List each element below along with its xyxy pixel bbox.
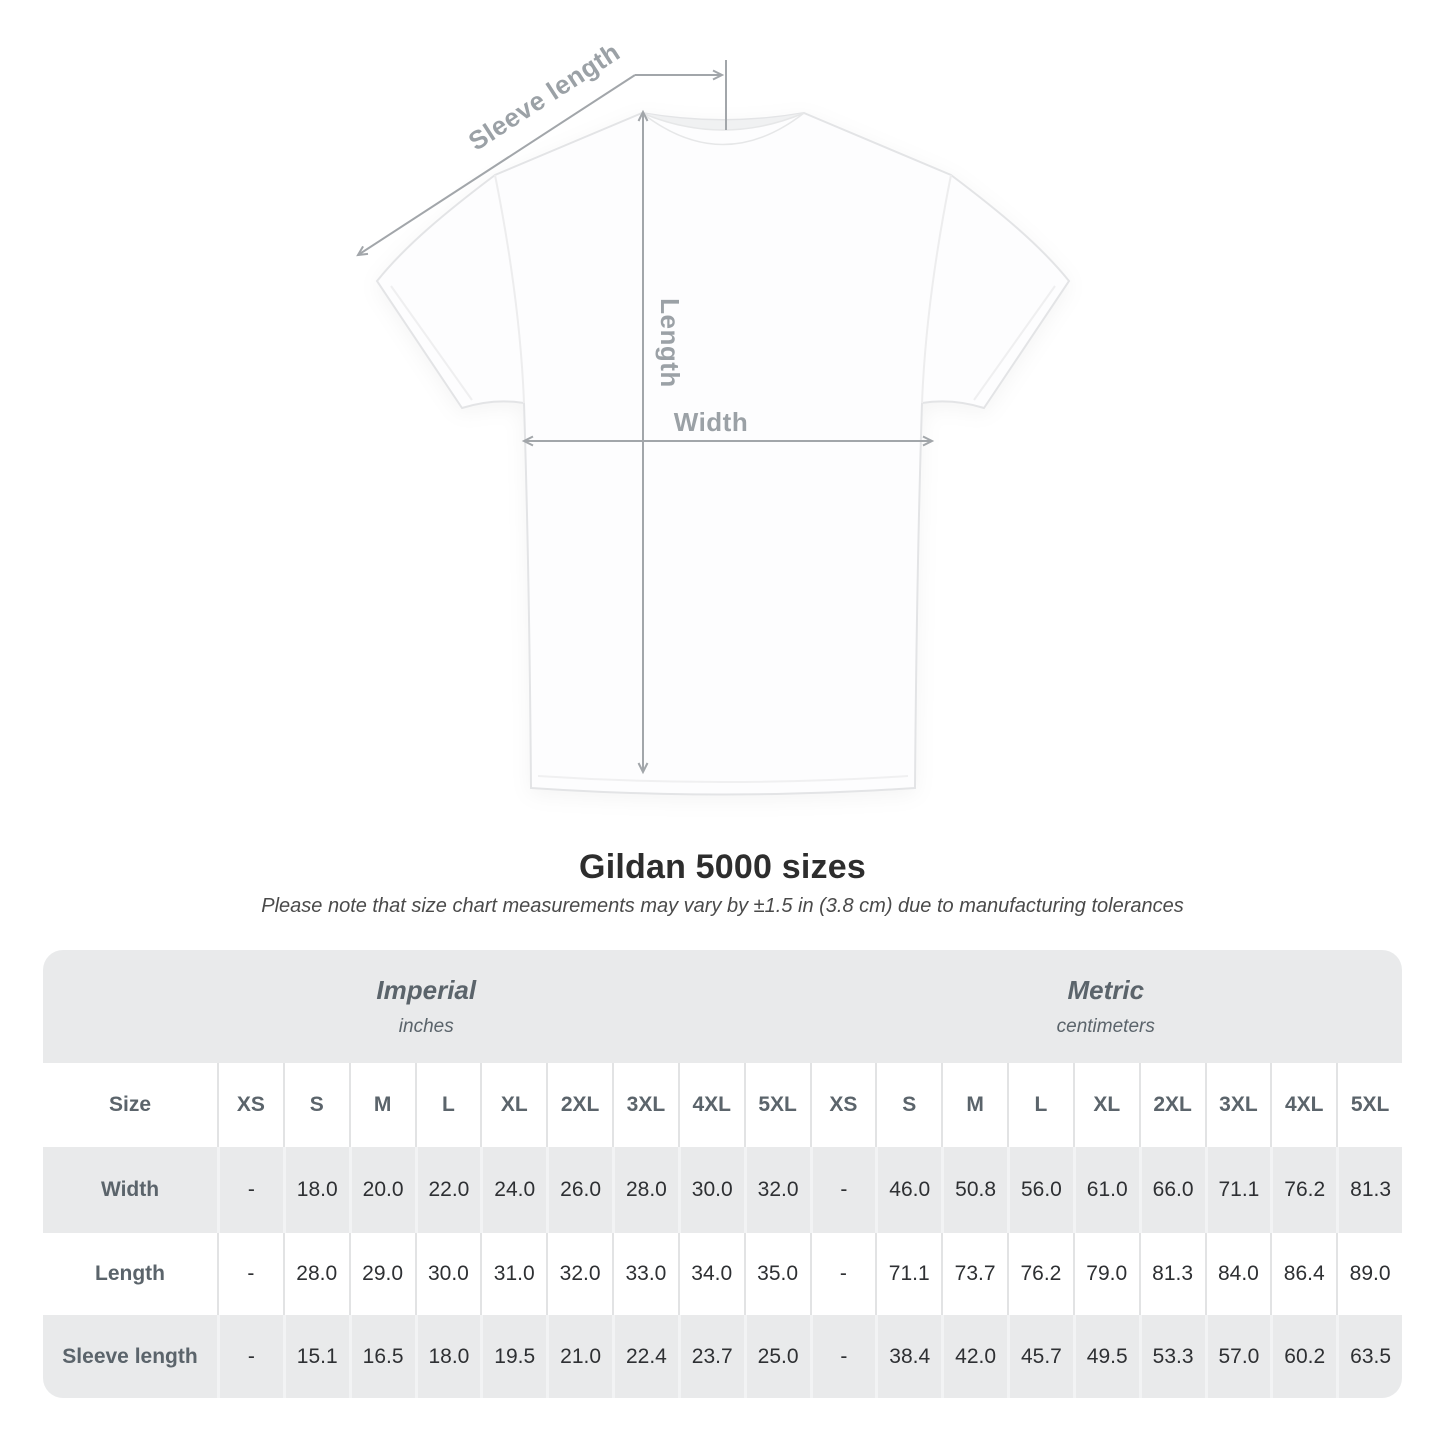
value-cell: - xyxy=(217,1147,283,1233)
value-cell: 34.0 xyxy=(677,1233,744,1315)
value-cell: 61.0 xyxy=(1072,1147,1139,1233)
page-title: Gildan 5000 sizes xyxy=(579,848,866,886)
size-header-cell: L xyxy=(414,1063,481,1147)
value-cell: 81.3 xyxy=(1336,1147,1402,1233)
value-cell: 50.8 xyxy=(941,1147,1007,1233)
value-cell: 26.0 xyxy=(546,1147,612,1233)
value-cell: 30.0 xyxy=(414,1233,481,1315)
value-cell: - xyxy=(809,1315,876,1398)
value-cell: - xyxy=(217,1315,283,1398)
value-cell: 18.0 xyxy=(282,1147,349,1233)
value-cell: 63.5 xyxy=(1336,1315,1402,1398)
width-label: Width xyxy=(674,407,748,437)
value-cell: 89.0 xyxy=(1336,1233,1402,1315)
tolerance-note: Please note that size chart measurements… xyxy=(261,895,1184,917)
value-cell: 22.0 xyxy=(414,1147,481,1233)
size-header-cell: XS xyxy=(809,1063,876,1147)
value-cell: 31.0 xyxy=(480,1233,546,1315)
value-cell: - xyxy=(809,1233,876,1315)
size-header-cell: XL xyxy=(1072,1063,1139,1147)
value-cell: 21.0 xyxy=(546,1315,612,1398)
size-header-cell: XS xyxy=(217,1063,283,1147)
value-cell: 79.0 xyxy=(1072,1233,1139,1315)
row-label-width: Width xyxy=(43,1147,217,1233)
value-cell: 23.7 xyxy=(677,1315,744,1398)
value-cell: 15.1 xyxy=(282,1315,349,1398)
size-header-cell: 4XL xyxy=(1270,1063,1336,1147)
value-cell: 22.4 xyxy=(612,1315,678,1398)
value-cell: 28.0 xyxy=(612,1147,678,1233)
value-cell: 29.0 xyxy=(348,1233,415,1315)
value-cell: 76.2 xyxy=(1007,1233,1073,1315)
value-cell: 16.5 xyxy=(348,1315,415,1398)
value-cell: 73.7 xyxy=(941,1233,1007,1315)
size-header-cell: XL xyxy=(480,1063,546,1147)
value-cell: - xyxy=(217,1233,283,1315)
value-cell: 19.5 xyxy=(480,1315,547,1398)
size-column-header: Size xyxy=(108,1093,152,1116)
size-header-cell: M xyxy=(348,1063,415,1147)
size-chart-table: Imperial inches Metric centimeters Size … xyxy=(43,950,1402,1398)
size-header-cell: L xyxy=(1007,1063,1073,1147)
imperial-unit: inches xyxy=(398,1016,454,1037)
imperial-section-header: Imperial inches xyxy=(43,950,810,1063)
value-cell: 57.0 xyxy=(1204,1315,1271,1398)
size-header-cell: S xyxy=(875,1063,941,1147)
value-cell: 60.2 xyxy=(1270,1315,1337,1398)
metric-title: Metric xyxy=(1067,975,1145,1005)
sleeve-length-arrow xyxy=(356,74,636,257)
value-cell: 45.7 xyxy=(1007,1315,1073,1398)
collar-band xyxy=(641,112,805,146)
value-cell: 81.3 xyxy=(1138,1233,1205,1315)
imperial-title: Imperial xyxy=(376,975,477,1005)
value-cell: 25.0 xyxy=(743,1315,810,1398)
value-cell: 32.0 xyxy=(743,1147,810,1233)
size-header-cell: 2XL xyxy=(546,1063,612,1147)
value-cell: 33.0 xyxy=(612,1233,678,1315)
size-header-cell: 2XL xyxy=(1138,1063,1205,1147)
row-label-sleeve-length: Sleeve length xyxy=(43,1315,217,1398)
value-cell: 84.0 xyxy=(1204,1233,1271,1315)
value-cell: 53.3 xyxy=(1138,1315,1205,1398)
size-header-cell: 5XL xyxy=(1336,1063,1402,1147)
value-cell: 18.0 xyxy=(414,1315,481,1398)
value-cell: 28.0 xyxy=(282,1233,349,1315)
value-cell: - xyxy=(809,1147,876,1233)
size-header-cell: 3XL xyxy=(1204,1063,1271,1147)
size-header-cell: 4XL xyxy=(677,1063,744,1147)
metric-section-header: Metric centimeters xyxy=(809,950,1402,1063)
size-header-cell: 5XL xyxy=(743,1063,810,1147)
value-cell: 24.0 xyxy=(480,1147,547,1233)
tshirt-diagram: Sleeve length Length Width xyxy=(356,36,1071,796)
value-cell: 71.1 xyxy=(875,1233,941,1315)
size-header-cell: S xyxy=(282,1063,349,1147)
value-cell: 42.0 xyxy=(941,1315,1007,1398)
value-cell: 86.4 xyxy=(1270,1233,1336,1315)
size-header-cell: M xyxy=(941,1063,1007,1147)
value-cell: 66.0 xyxy=(1138,1147,1205,1233)
value-cell: 46.0 xyxy=(875,1147,942,1233)
row-label-length: Length xyxy=(95,1262,165,1285)
value-cell: 71.1 xyxy=(1204,1147,1271,1233)
tshirt-graphic xyxy=(375,111,1071,796)
value-cell: 38.4 xyxy=(875,1315,942,1398)
metric-unit: centimeters xyxy=(1056,1016,1155,1037)
size-header-cell: 3XL xyxy=(612,1063,678,1147)
value-cell: 56.0 xyxy=(1007,1147,1073,1233)
value-cell: 32.0 xyxy=(546,1233,612,1315)
length-label: Length xyxy=(655,298,685,388)
value-cell: 30.0 xyxy=(677,1147,744,1233)
value-cell: 49.5 xyxy=(1072,1315,1139,1398)
value-cell: 20.0 xyxy=(348,1147,415,1233)
value-cell: 76.2 xyxy=(1270,1147,1337,1233)
value-cell: 35.0 xyxy=(743,1233,810,1315)
